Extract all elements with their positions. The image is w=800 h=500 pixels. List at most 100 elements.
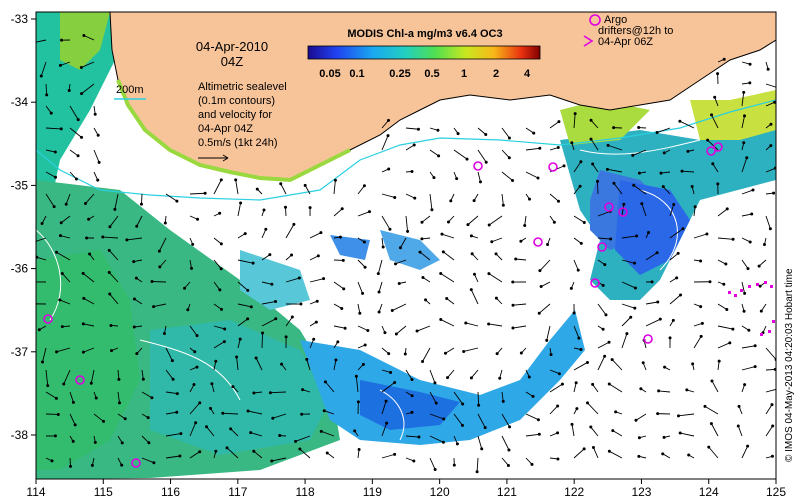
velocity-arrow-head bbox=[393, 452, 397, 456]
velocity-arrow-head bbox=[678, 431, 682, 435]
velocity-arrow bbox=[357, 281, 363, 294]
velocity-arrow bbox=[416, 325, 431, 332]
velocity-arrow bbox=[662, 186, 671, 195]
velocity-arrow bbox=[60, 215, 71, 224]
velocity-arrow-head bbox=[203, 191, 207, 195]
velocity-arrow-head bbox=[195, 365, 199, 369]
velocity-arrow-head bbox=[582, 221, 586, 225]
velocity-arrow bbox=[381, 382, 395, 393]
velocity-arrow-head bbox=[770, 454, 774, 458]
velocity-arrow-head bbox=[655, 251, 659, 255]
velocity-arrow-head bbox=[268, 391, 272, 395]
velocity-arrow-head bbox=[246, 317, 250, 321]
velocity-arrow-head bbox=[685, 388, 689, 392]
velocity-arrow-head bbox=[640, 202, 644, 206]
velocity-arrow-head bbox=[279, 182, 283, 186]
velocity-arrow-head bbox=[205, 425, 209, 429]
velocity-arrow bbox=[396, 325, 407, 335]
velocity-arrow-head bbox=[132, 260, 136, 264]
velocity-arrow-head bbox=[316, 254, 320, 258]
velocity-arrow-head bbox=[191, 242, 195, 246]
velocity-arrow-head bbox=[449, 199, 453, 203]
velocity-arrow-head bbox=[434, 401, 438, 405]
velocity-arrow-head bbox=[83, 202, 87, 206]
velocity-arrow bbox=[36, 256, 47, 261]
velocity-arrow-head bbox=[59, 221, 63, 225]
x-tick-label: 117 bbox=[228, 485, 247, 499]
x-tick-label: 115 bbox=[94, 485, 113, 499]
velocity-arrow bbox=[453, 391, 464, 405]
velocity-arrow-head bbox=[410, 394, 414, 398]
velocity-arrow-head bbox=[146, 416, 150, 420]
velocity-arrow bbox=[235, 179, 239, 195]
velocity-arrow bbox=[236, 356, 239, 371]
velocity-arrow bbox=[488, 215, 503, 226]
velocity-arrow bbox=[477, 391, 480, 406]
velocity-arrow-head bbox=[430, 208, 434, 212]
velocity-arrow-head bbox=[394, 332, 398, 336]
velocity-arrow-head bbox=[437, 154, 441, 158]
velocity-arrow-head bbox=[709, 422, 713, 426]
colorbar-tick-label: 0.5 bbox=[424, 68, 439, 80]
velocity-arrow bbox=[741, 345, 756, 349]
velocity-arrow bbox=[213, 237, 222, 245]
velocity-arrow bbox=[261, 281, 272, 285]
velocity-arrow-head bbox=[742, 114, 746, 118]
argo-drifter-marker bbox=[643, 334, 653, 344]
velocity-arrow-head bbox=[71, 439, 75, 443]
velocity-arrow-head bbox=[367, 210, 371, 214]
argo-drifter-marker bbox=[548, 162, 558, 172]
velocity-arrow-head bbox=[771, 424, 775, 428]
velocity-arrow bbox=[285, 316, 293, 327]
velocity-arrow-head bbox=[376, 272, 380, 276]
velocity-arrow bbox=[477, 149, 487, 163]
velocity-arrow bbox=[141, 193, 143, 205]
velocity-arrow-head bbox=[46, 384, 50, 388]
velocity-arrow-head bbox=[255, 187, 259, 191]
velocity-arrow-head bbox=[678, 119, 682, 123]
velocity-arrow-head bbox=[472, 272, 476, 276]
velocity-arrow-head bbox=[779, 387, 782, 390]
velocity-arrow-head bbox=[759, 309, 763, 313]
velocity-arrow bbox=[549, 369, 560, 375]
argo-track-point bbox=[772, 320, 775, 323]
velocity-arrow-head bbox=[210, 382, 214, 386]
velocity-arrow-head bbox=[394, 262, 398, 266]
velocity-arrow-head bbox=[410, 378, 414, 382]
velocity-arrow-head bbox=[631, 153, 635, 157]
velocity-arrow bbox=[357, 185, 365, 195]
velocity-arrow-head bbox=[179, 432, 183, 436]
velocity-arrow bbox=[405, 435, 419, 438]
velocity-arrow-head bbox=[507, 136, 511, 140]
velocity-arrow-head bbox=[724, 262, 728, 266]
velocity-arrow-head bbox=[633, 261, 637, 265]
velocity-arrow-head bbox=[363, 265, 367, 269]
velocity-arrow bbox=[83, 297, 95, 305]
velocity-arrow-head bbox=[299, 302, 303, 306]
velocity-arrow-head bbox=[662, 435, 666, 439]
velocity-arrow-head bbox=[757, 264, 761, 268]
velocity-arrow bbox=[213, 259, 222, 270]
velocity-arrow-head bbox=[532, 131, 536, 135]
velocity-arrow bbox=[429, 193, 433, 210]
velocity-arrow-head bbox=[58, 298, 62, 302]
velocity-arrow bbox=[247, 410, 263, 415]
velocity-arrow bbox=[741, 213, 752, 217]
x-tick-label: 120 bbox=[430, 485, 450, 499]
velocity-arrow bbox=[357, 211, 370, 217]
coastal-band bbox=[116, 79, 351, 183]
velocity-arrow bbox=[165, 411, 177, 415]
velocity-arrow-head bbox=[498, 376, 502, 380]
velocity-arrow-head bbox=[303, 183, 307, 187]
velocity-arrow bbox=[621, 204, 625, 217]
velocity-arrow bbox=[717, 208, 728, 217]
velocity-arrow bbox=[381, 215, 391, 230]
velocity-arrow-head bbox=[574, 381, 578, 385]
velocity-arrow bbox=[549, 405, 558, 415]
velocity-arrow bbox=[226, 447, 239, 459]
velocity-arrow-head bbox=[198, 450, 202, 454]
velocity-arrow bbox=[621, 316, 632, 327]
velocity-arrow-head bbox=[387, 118, 391, 122]
velocity-arrow-head bbox=[484, 132, 488, 136]
velocity-arrow-head bbox=[686, 149, 690, 153]
